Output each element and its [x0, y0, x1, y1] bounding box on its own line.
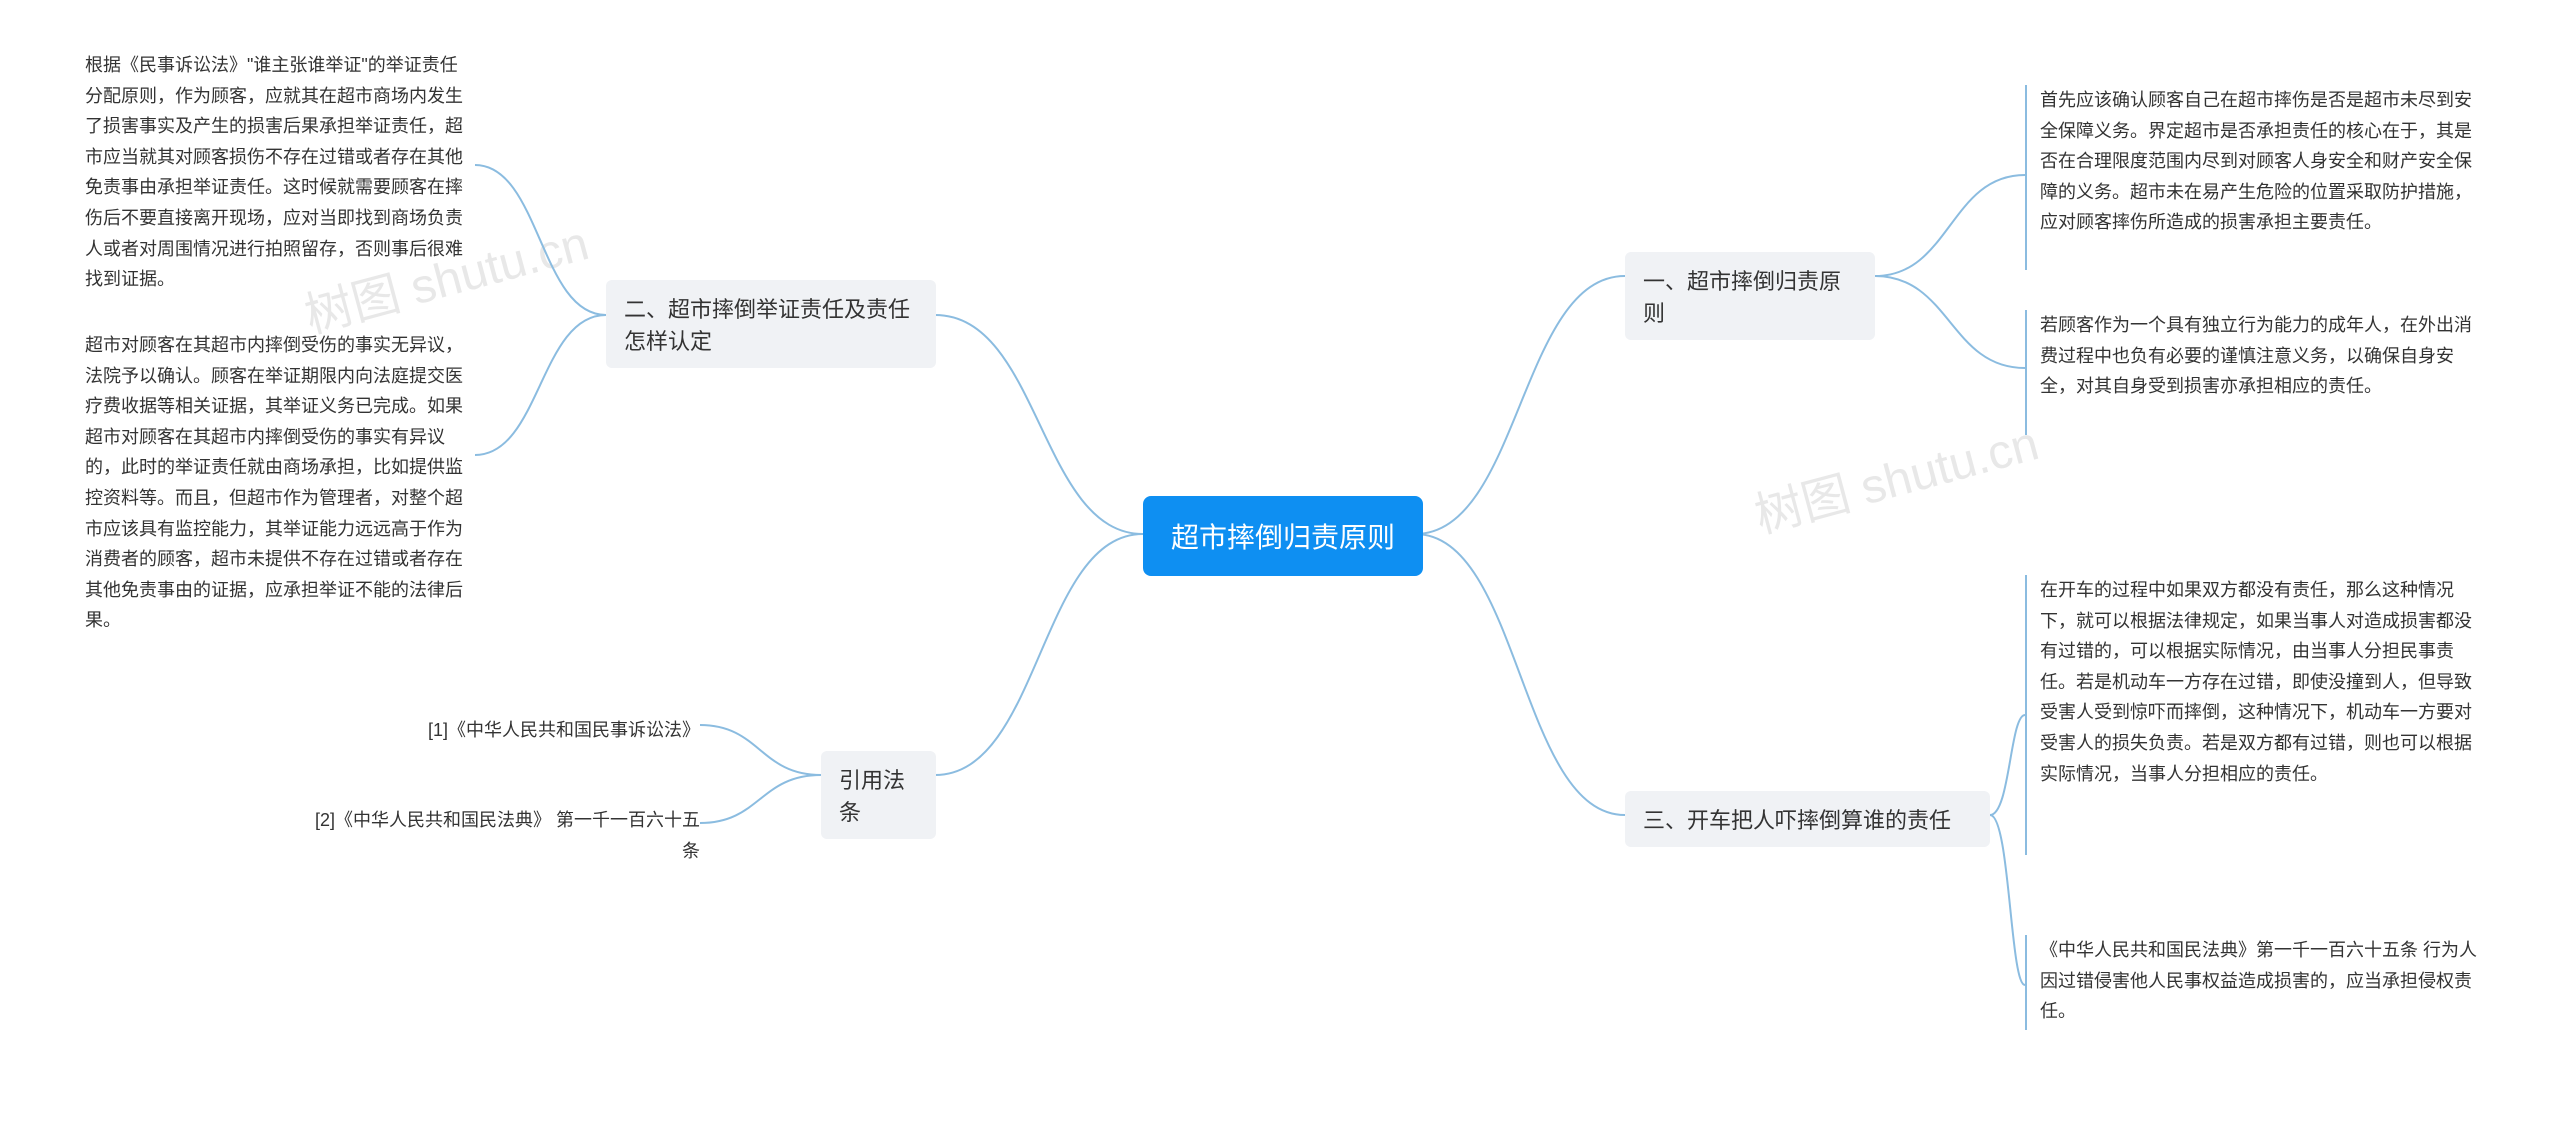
leaf-node: 《中华人民共和国民法典》第一千一百六十五条 行为人因过错侵害他人民事权益造成损害… — [2040, 935, 2480, 1027]
leaf-bar — [2025, 310, 2027, 435]
leaf-node: [2]《中华人民共和国民法典》 第一千一百六十五条 — [310, 805, 700, 866]
root-node: 超市摔倒归责原则 — [1143, 496, 1423, 576]
branch-left-1: 二、超市摔倒举证责任及责任怎样认定 — [606, 280, 936, 368]
branch-right-1: 一、超市摔倒归责原则 — [1625, 252, 1875, 340]
leaf-bar — [2025, 935, 2027, 1030]
branch-left-2: 引用法条 — [821, 751, 936, 839]
leaf-node: 根据《民事诉讼法》"谁主张谁举证"的举证责任分配原则，作为顾客，应就其在超市商场… — [85, 50, 475, 295]
leaf-node: 在开车的过程中如果双方都没有责任，那么这种情况下，就可以根据法律规定，如果当事人… — [2040, 575, 2480, 789]
branch-right-2: 三、开车把人吓摔倒算谁的责任 — [1625, 791, 1990, 847]
leaf-bar — [2025, 575, 2027, 855]
leaf-node: 超市对顾客在其超市内摔倒受伤的事实无异议，法院予以确认。顾客在举证期限内向法庭提… — [85, 330, 475, 636]
leaf-node: [1]《中华人民共和国民事诉讼法》 — [380, 715, 700, 746]
leaf-bar — [2025, 85, 2027, 270]
leaf-node: 若顾客作为一个具有独立行为能力的成年人，在外出消费过程中也负有必要的谨慎注意义务… — [2040, 310, 2480, 402]
leaf-node: 首先应该确认顾客自己在超市摔伤是否是超市未尽到安全保障义务。界定超市是否承担责任… — [2040, 85, 2480, 238]
